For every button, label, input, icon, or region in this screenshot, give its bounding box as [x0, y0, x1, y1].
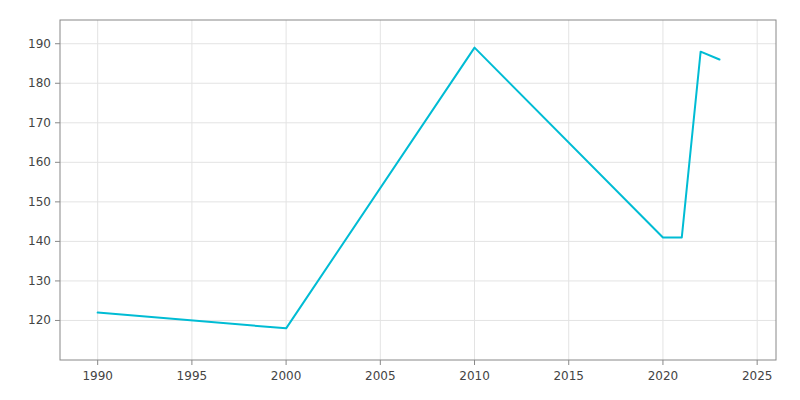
- tick-mark-y: [55, 241, 60, 242]
- marks: [98, 48, 720, 329]
- grid-line-x: [662, 20, 663, 360]
- tick-mark-x: [662, 360, 663, 365]
- tick-label-y: 190: [28, 37, 51, 51]
- grid-line-y: [60, 43, 776, 44]
- tick-mark-x: [286, 360, 287, 365]
- grid-line-x: [286, 20, 287, 360]
- plot-frame: [60, 20, 776, 360]
- grid-line-x: [191, 20, 192, 360]
- tick-mark-y: [55, 280, 60, 281]
- tick-label-x: 2010: [459, 369, 490, 383]
- tick-label-y: 150: [28, 195, 51, 209]
- tick-mark-y: [55, 201, 60, 202]
- grid-line-x: [97, 20, 98, 360]
- tick-mark-y: [55, 83, 60, 84]
- tick-label-y: 160: [28, 155, 51, 169]
- tick-label-x: 2015: [553, 369, 584, 383]
- tick-label-y: 140: [28, 234, 51, 248]
- tick-mark-x: [568, 360, 569, 365]
- tick-label-x: 1995: [177, 369, 208, 383]
- tick-mark-x: [380, 360, 381, 365]
- tick-label-x: 2000: [271, 369, 302, 383]
- line: [98, 48, 720, 329]
- grid-line-y: [60, 83, 776, 84]
- grid-line-x: [474, 20, 475, 360]
- tick-mark-y: [55, 122, 60, 123]
- tick-label-x: 2025: [742, 369, 773, 383]
- tick-mark-x: [757, 360, 758, 365]
- tick-label-y: 130: [28, 274, 51, 288]
- grid: [60, 20, 776, 360]
- grid-line-y: [60, 162, 776, 163]
- tick-label-y: 170: [28, 116, 51, 130]
- chart: 1990 1995 2000 2005 2010 2015 2020 2025 120 130 14…: [0, 0, 800, 400]
- grid-line-y: [60, 201, 776, 202]
- grid-line-x: [568, 20, 569, 360]
- plot-area: [60, 20, 776, 360]
- tick-label-y: 180: [28, 76, 51, 90]
- tick-label-x: 1990: [82, 369, 113, 383]
- grid-line-y: [60, 280, 776, 281]
- tick-mark-x: [191, 360, 192, 365]
- grid-line-x: [757, 20, 758, 360]
- tick-label-x: 2005: [365, 369, 396, 383]
- tick-mark-y: [55, 43, 60, 44]
- tick-label-x: 2020: [648, 369, 679, 383]
- tick-mark-y: [55, 162, 60, 163]
- grid-line-y: [60, 320, 776, 321]
- tick-labels: 1990 1995 2000 2005 2010 2015 2020 2025 120 130 14…: [28, 37, 772, 383]
- tick-label-y: 120: [28, 313, 51, 327]
- tick-mark-x: [474, 360, 475, 365]
- tick-mark-x: [97, 360, 98, 365]
- grid-line-y: [60, 241, 776, 242]
- tick-mark-y: [55, 320, 60, 321]
- grid-line-y: [60, 122, 776, 123]
